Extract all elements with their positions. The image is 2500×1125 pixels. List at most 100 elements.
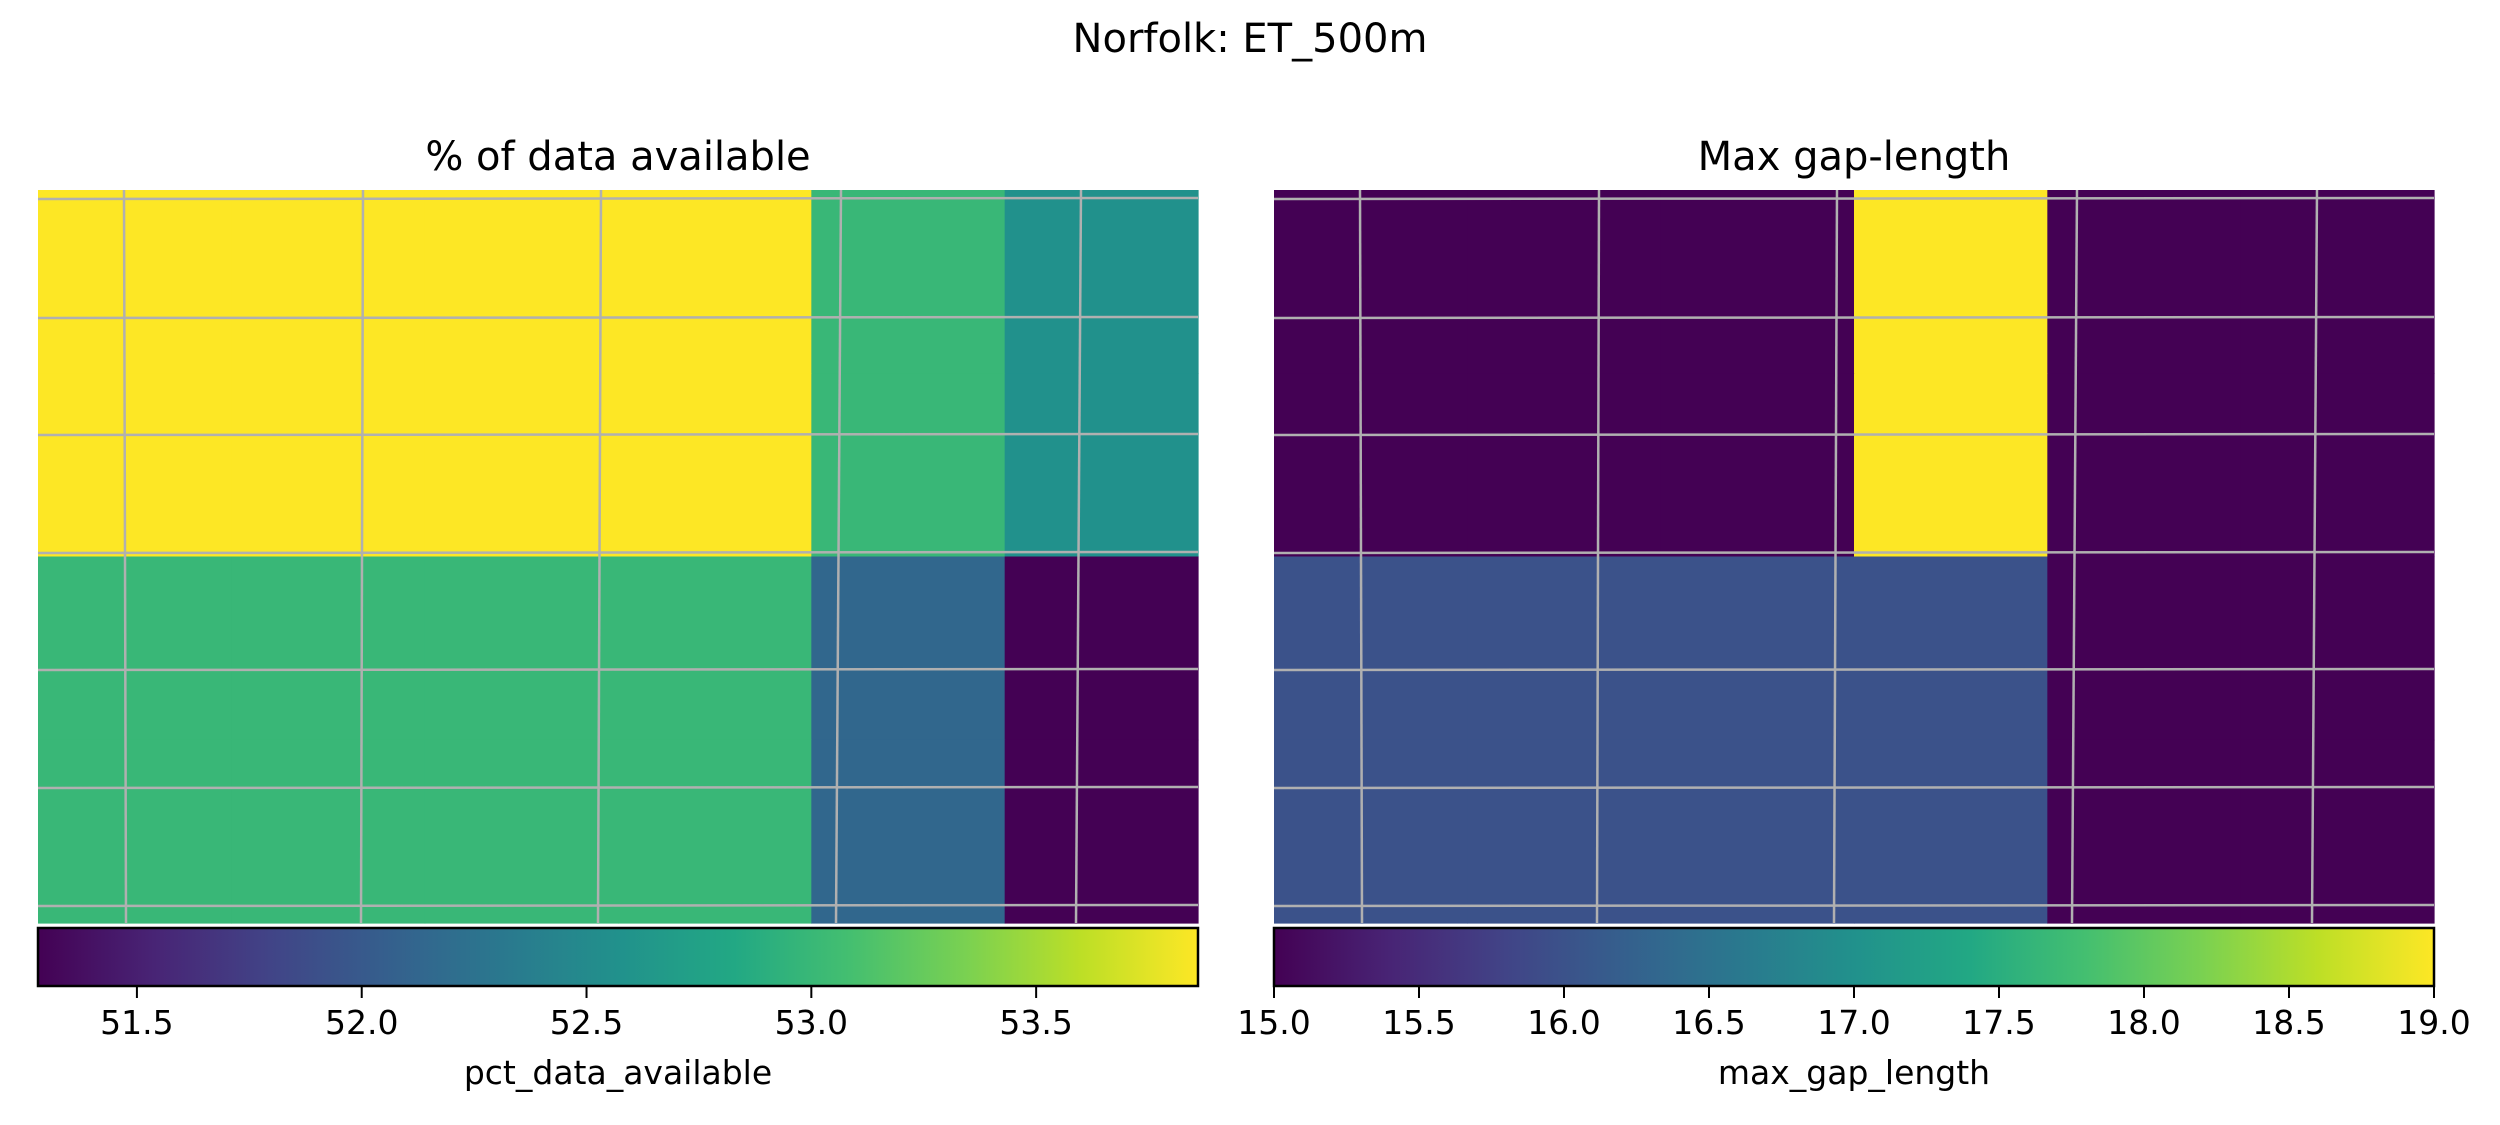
grid-line <box>37 785 1199 790</box>
heatmap-cell <box>1660 739 1855 924</box>
grid-line <box>1273 432 2435 437</box>
heatmap-cell <box>424 556 619 741</box>
colorbar-ticks: 51.5 52.0 52.5 53.0 53.5 <box>100 986 1073 1042</box>
heatmap-cell <box>2240 739 2435 924</box>
heatmap-cell <box>811 373 1006 558</box>
grid-line <box>834 189 843 924</box>
heatmap-cell <box>618 373 812 558</box>
panel-title: Max gap-length <box>1698 134 2011 180</box>
heatmap-cell <box>1660 556 1855 741</box>
heatmap-cell <box>231 556 426 741</box>
heatmap-cell <box>424 373 619 558</box>
heatmap-cell <box>811 190 1006 374</box>
colorbar-tick-label: 17.5 <box>1962 1003 2035 1042</box>
grid-line <box>1358 189 1364 924</box>
grid-line <box>37 667 1199 672</box>
grid-lines <box>1273 189 2435 924</box>
colorbar-tick-label: 53.0 <box>775 1003 848 1042</box>
heatmap-cell <box>38 190 232 374</box>
heatmap-cell <box>1854 556 2048 741</box>
heatmap-cell <box>811 556 1006 741</box>
heatmap-cell <box>2047 190 2242 374</box>
heatmap-cell <box>1274 556 1468 741</box>
heatmap-cell <box>618 556 812 741</box>
colorbar-tick-label: 16.5 <box>1672 1003 1745 1042</box>
colorbar-gradient <box>1274 928 2434 986</box>
grid-line <box>359 189 365 924</box>
grid-line <box>2310 189 2319 924</box>
heatmap-cell <box>1274 373 1468 558</box>
heatmap-cell <box>2240 373 2435 558</box>
colorbar-tick-label: 17.0 <box>1817 1003 1890 1042</box>
heatmap-cell <box>1004 190 1199 374</box>
colorbar-tick-label: 15.5 <box>1382 1003 1455 1042</box>
colorbar-tick-label: 51.5 <box>100 1003 173 1042</box>
colorbar-tick-label: 18.5 <box>2252 1003 2325 1042</box>
grid-line <box>596 189 603 924</box>
heatmap-cell <box>2240 190 2435 374</box>
colorbar-tick-label: 18.0 <box>2107 1003 2180 1042</box>
heatmap-cell <box>1004 556 1199 741</box>
heatmap-cell <box>424 739 619 924</box>
colorbar: 15.0 15.5 16.0 16.5 17.0 17.5 18.0 18.5 19.0 <box>1237 926 2471 1042</box>
colorbar-tick-label: 52.0 <box>325 1003 398 1042</box>
heatmap-cell <box>38 556 232 741</box>
heatmap-cell <box>1854 739 2048 924</box>
grid-line <box>1273 785 2435 790</box>
heatmap-cell <box>1467 556 1662 741</box>
heatmap-cell <box>1854 373 2048 558</box>
heatmap-cell <box>231 739 426 924</box>
heatmap-cell <box>1467 739 1662 924</box>
heatmap-cell <box>1004 739 1199 924</box>
heatmap-cell <box>1274 190 1468 374</box>
heatmap-cell <box>1467 373 1662 558</box>
heatmap-cell <box>38 373 232 558</box>
grid-line <box>1273 903 2435 908</box>
heatmap-cell <box>1660 373 1855 558</box>
grid-line <box>1273 315 2435 320</box>
grid-line <box>37 550 1199 555</box>
grid-line <box>1273 667 2435 672</box>
heatmap-cell <box>2047 556 2242 741</box>
colorbar-frame <box>36 926 1200 988</box>
colorbar-tick-label: 19.0 <box>2397 1003 2470 1042</box>
grid-line <box>37 315 1199 320</box>
heatmap-cell <box>424 190 619 374</box>
heatmap-cells <box>38 190 1199 924</box>
heatmap-cell <box>2047 739 2242 924</box>
grid-line <box>1074 189 1083 924</box>
heatmap-cell <box>1854 190 2048 374</box>
colorbar-tick-label: 52.5 <box>550 1003 623 1042</box>
figure-suptitle: Norfolk: ET_500m <box>1073 16 1428 62</box>
colorbar-tick-label: 15.0 <box>1237 1003 1310 1042</box>
grid-line <box>1832 189 1839 924</box>
heatmap-cell <box>2047 373 2242 558</box>
heatmap-cell <box>231 190 426 374</box>
heatmap-cells <box>1274 190 2435 924</box>
heatmap-cell <box>618 190 812 374</box>
grid-line <box>1273 196 2435 201</box>
grid-line <box>1273 550 2435 555</box>
heatmap-cell <box>1004 373 1199 558</box>
colorbar-gradient <box>38 928 1198 986</box>
panel-max-gap-length: Max gap-length 15.0 15.5 16.0 16.5 17.0 17.5 1… <box>1237 134 2470 1092</box>
grid-line <box>122 189 128 924</box>
heatmap-cell <box>1660 190 1855 374</box>
panel-pct-data-available: % of data available 51.5 52.0 52.5 53.0 53.5… <box>36 134 1200 1092</box>
heatmap-cell <box>1274 739 1468 924</box>
heatmap-cell <box>811 739 1006 924</box>
colorbar: 51.5 52.0 52.5 53.0 53.5 <box>36 926 1200 1042</box>
heatmap-cell <box>2240 556 2435 741</box>
grid-line <box>37 432 1199 437</box>
grid-line <box>1595 189 1601 924</box>
heatmap-cell <box>1467 190 1662 374</box>
panel-title: % of data available <box>425 134 810 180</box>
grid-line <box>2070 189 2079 924</box>
grid-line <box>37 196 1199 201</box>
heatmap-cell <box>231 373 426 558</box>
colorbar-ticks: 15.0 15.5 16.0 16.5 17.0 17.5 18.0 18.5 19.0 <box>1237 986 2471 1042</box>
colorbar-tick-label: 53.5 <box>999 1003 1072 1042</box>
colorbar-label: max_gap_length <box>1718 1053 1990 1092</box>
